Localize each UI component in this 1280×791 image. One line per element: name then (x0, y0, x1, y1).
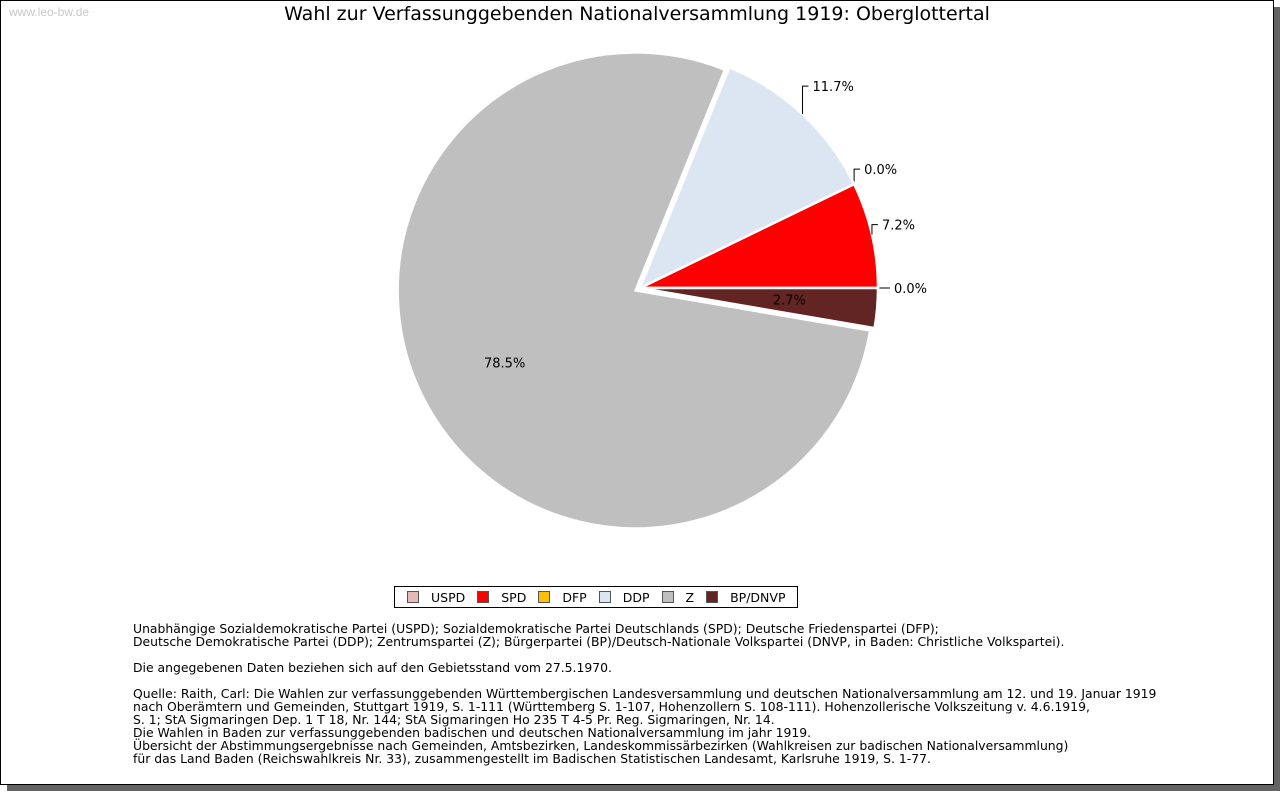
legend-item-z: Z (661, 589, 695, 605)
note-territory: Die angegebenen Daten beziehen sich auf … (133, 660, 612, 675)
leader-line-spd (871, 224, 878, 235)
legend-swatch (661, 591, 674, 603)
watermark: www.leo-bw.de (9, 5, 90, 19)
legend-item-ddp: DDP (598, 589, 650, 605)
legend-label: Z (685, 589, 695, 605)
pie-slice-z (396, 51, 872, 530)
legend-label: USPD (431, 589, 466, 605)
pie-slice-bp-dnvp (639, 286, 880, 330)
note-parties-1: Unabhängige Sozialdemokratische Partei (… (133, 621, 939, 636)
legend-swatch (407, 591, 419, 603)
data-label-bp-dnvp: 2.7% (773, 294, 806, 309)
pie-chart: 0.0% 7.2% 0.0% 11.7% 78.5% 2.7% (396, 51, 927, 530)
legend-swatch (706, 591, 719, 603)
leader-line-ddp (802, 85, 809, 115)
data-label-z: 78.5% (484, 356, 525, 371)
note-source-4: Die Wahlen in Baden zur verfassunggebend… (133, 725, 812, 740)
legend-item-bp-dnvp: BP/DNVP (706, 590, 785, 605)
chart-title: Wahl zur Verfassunggebenden Nationalvers… (284, 3, 990, 25)
leader-line-dfp (853, 168, 861, 185)
legend-label: DFP (562, 589, 587, 605)
legend-item-spd: SPD (477, 590, 526, 605)
data-label-ddp: 11.7% (813, 80, 854, 95)
notes: Unabhängige Sozialdemokratische Partei (… (133, 622, 1156, 765)
legend-item-uspd: USPD (407, 590, 465, 605)
legend: USPD SPD DFP DDP Z BP/DNVP (394, 586, 799, 608)
legend-swatch (538, 591, 551, 603)
legend-swatch (598, 591, 611, 603)
note-source-6: für das Land Baden (Reichswahlkreis Nr. … (133, 751, 931, 766)
legend-label: BP/DNVP (730, 589, 786, 605)
note-source-2: nach Oberämtern und Gemeinden, Stuttgart… (133, 699, 1090, 714)
legend-label: DDP (622, 589, 650, 605)
pie-slice-spd (639, 182, 880, 290)
legend-item-dfp: DFP (538, 589, 587, 605)
data-label-uspd: 0.0% (894, 282, 927, 297)
data-label-spd: 7.2% (882, 219, 915, 234)
note-source-3: S. 1; StA Sigmaringen Dep. 1 T 18, Nr. 1… (133, 712, 775, 727)
legend-swatch (477, 591, 490, 603)
data-label-dfp: 0.0% (864, 163, 897, 178)
legend-label: SPD (501, 589, 527, 605)
note-parties-2: Deutsche Demokratische Partei (DDP); Zen… (133, 634, 1065, 649)
note-source-1: Quelle: Raith, Carl: Die Wahlen zur verf… (133, 686, 1157, 701)
note-source-5: Übersicht der Abstimmungsergebnisse nach… (133, 738, 1069, 753)
